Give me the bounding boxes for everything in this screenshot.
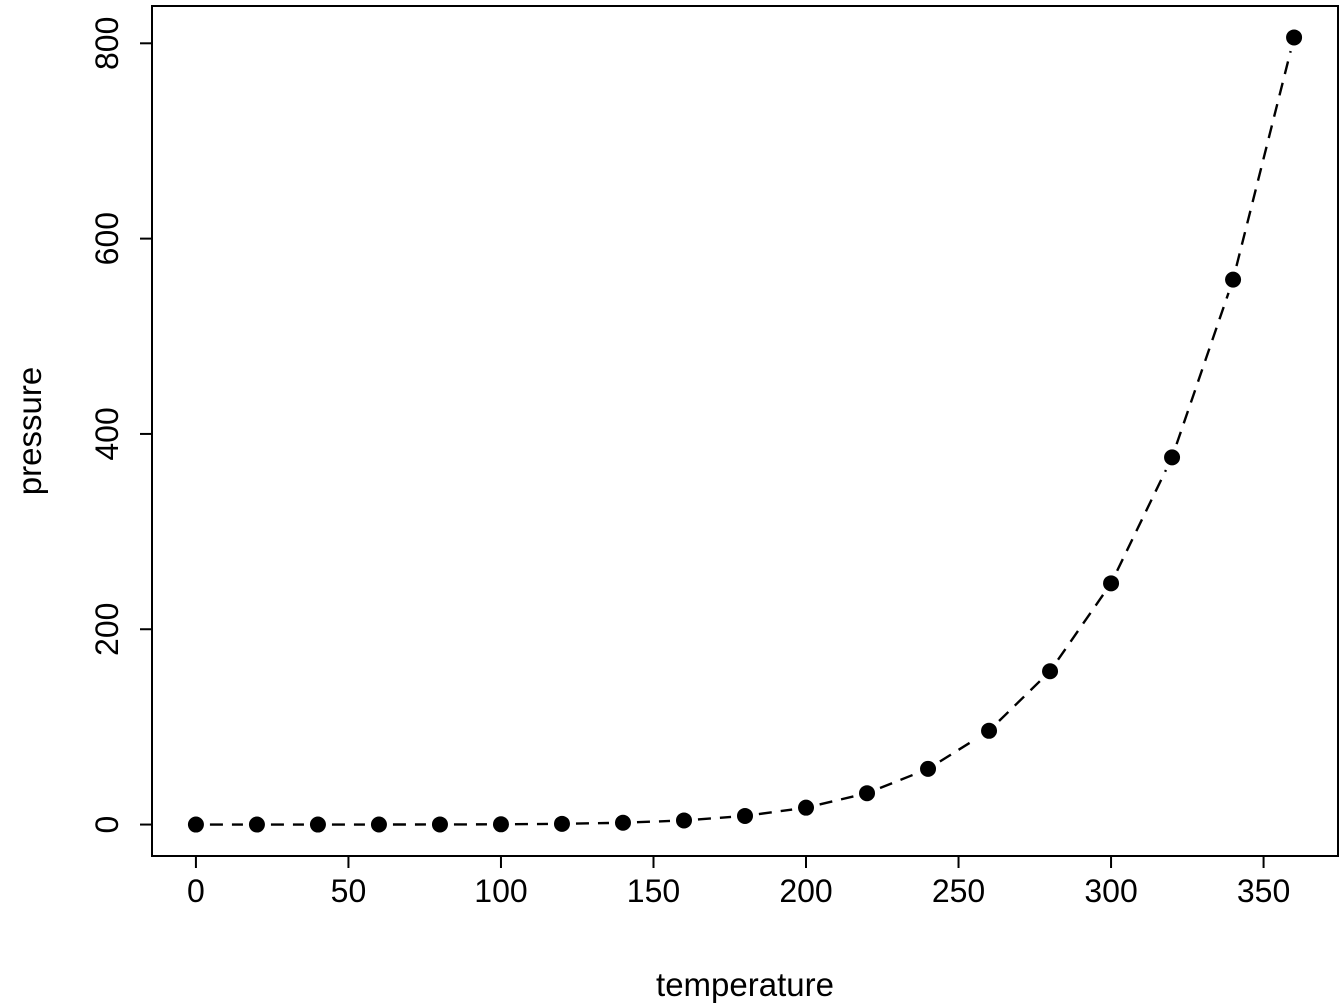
data-point: [675, 812, 692, 829]
series-segment: [575, 821, 610, 825]
series-segment: [1235, 50, 1292, 267]
series-segment: [1057, 594, 1105, 661]
x-tick-label: 250: [932, 873, 985, 909]
data-point: [187, 816, 204, 833]
series-segment: [1175, 292, 1230, 445]
x-tick-label: 150: [627, 873, 680, 909]
data-point: [737, 807, 753, 824]
y-tick-label: 600: [89, 212, 125, 265]
series-segment: [697, 815, 732, 821]
data-point: [1164, 449, 1181, 466]
x-tick-label: 350: [1237, 873, 1290, 909]
x-tick-label: 50: [331, 873, 367, 909]
data-point: [1042, 663, 1059, 680]
data-point: [798, 799, 815, 816]
x-axis-title: temperature: [656, 966, 834, 1003]
series-segment: [636, 819, 671, 824]
data-point: [859, 785, 876, 802]
data-point: [553, 815, 570, 832]
y-tick-label: 800: [89, 17, 125, 70]
data-point: [920, 760, 937, 777]
plot-box: [151, 5, 1339, 857]
data-point: [1286, 29, 1303, 46]
series-segment: [998, 680, 1041, 722]
series-segment: [819, 795, 854, 806]
series-segment: [879, 772, 916, 790]
x-tick-label: 0: [187, 873, 205, 909]
data-point: [370, 816, 387, 833]
x-tick-label: 100: [474, 873, 527, 909]
data-point: [981, 722, 998, 739]
y-axis-title: pressure: [11, 366, 48, 496]
data-point: [1103, 575, 1120, 592]
series-segment: [1116, 469, 1168, 572]
series-segment: [939, 737, 978, 763]
x-tick-label: 200: [779, 873, 832, 909]
data-point: [492, 816, 509, 833]
data-point: [614, 814, 631, 831]
data-point: [1225, 271, 1242, 288]
data-point: [431, 816, 448, 833]
y-tick-label: 200: [89, 603, 125, 656]
y-tick-label: 0: [89, 816, 125, 834]
data-point: [309, 816, 326, 833]
data-point: [248, 816, 265, 833]
y-tick-label: 400: [89, 407, 125, 460]
series-segment: [758, 808, 793, 816]
x-tick-label: 300: [1084, 873, 1137, 909]
